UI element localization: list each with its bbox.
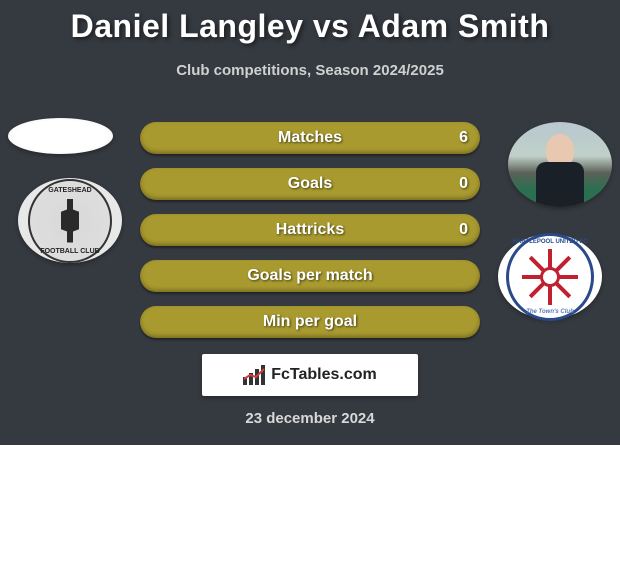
stat-label: Goals per match (247, 267, 372, 285)
bar-chart-icon (243, 365, 265, 385)
club-badge-right-inner: HARTLEPOOL UNITED FC The Town's Club (506, 233, 594, 321)
player-avatar-left (8, 118, 113, 154)
club-badge-left: GATESHEAD FOOTBALL CLUB (18, 178, 122, 263)
stat-label: Matches (278, 129, 342, 147)
stat-bar-goals-per-match: Goals per match (140, 260, 480, 292)
stat-bar-min-per-goal: Min per goal (140, 306, 480, 338)
subtitle: Club competitions, Season 2024/2025 (0, 62, 620, 79)
badge-text-bottom: The Town's Club (509, 309, 591, 315)
fctables-logo-link[interactable]: FcTables.com (202, 354, 418, 396)
date-text: 23 december 2024 (0, 410, 620, 427)
club-badge-right: HARTLEPOOL UNITED FC The Town's Club (498, 234, 602, 319)
badge-text-bottom: FOOTBALL CLUB (30, 248, 110, 255)
stat-bar-goals: Goals 0 (140, 168, 480, 200)
stat-label: Hattricks (276, 221, 344, 239)
angel-icon (55, 199, 85, 243)
page-title: Daniel Langley vs Adam Smith (0, 8, 620, 45)
stat-right-value: 0 (459, 221, 468, 239)
badge-text-top: GATESHEAD (30, 187, 110, 194)
badge-text-top: HARTLEPOOL UNITED FC (509, 239, 591, 245)
stat-label: Goals (288, 175, 332, 193)
stat-bar-matches: Matches 6 (140, 122, 480, 154)
stat-right-value: 6 (459, 129, 468, 147)
stat-right-value: 0 (459, 175, 468, 193)
player-avatar-right (508, 122, 612, 207)
stat-bar-hattricks: Hattricks 0 (140, 214, 480, 246)
logo-text: FcTables.com (271, 366, 377, 384)
ship-wheel-icon (522, 249, 578, 305)
club-badge-left-inner: GATESHEAD FOOTBALL CLUB (28, 179, 112, 263)
stat-label: Min per goal (263, 313, 357, 331)
